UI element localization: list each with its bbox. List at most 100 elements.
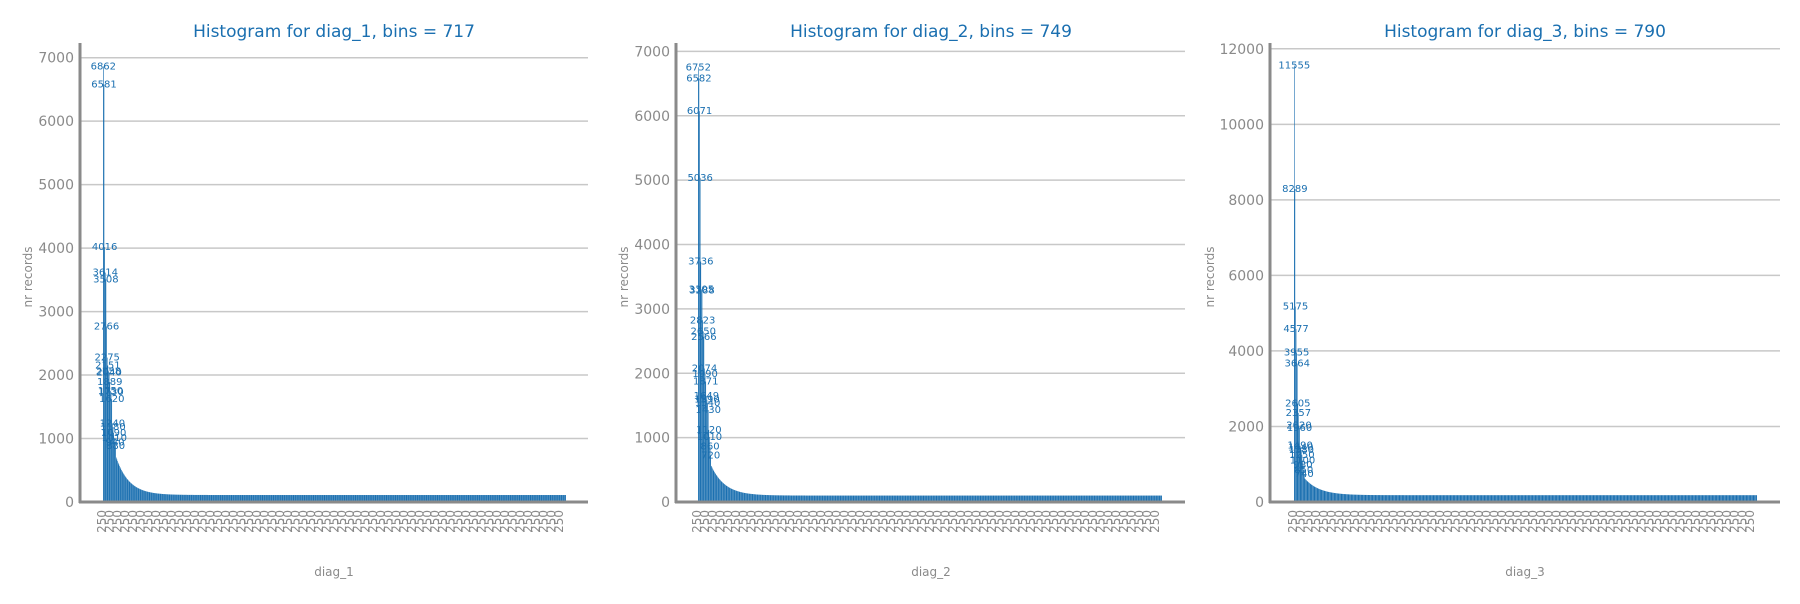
histogram-bar <box>763 494 765 502</box>
histogram-bar <box>1571 495 1572 502</box>
bar-value-label: 1180 <box>100 422 125 433</box>
x-tick-label: 250 <box>1047 510 1061 533</box>
x-axis-label: diag_2 <box>911 565 951 579</box>
histogram-bar <box>912 495 914 502</box>
histogram-bar <box>420 495 421 502</box>
histogram-bar <box>1534 495 1535 502</box>
histogram-bar <box>1690 495 1691 502</box>
histogram-bar <box>335 495 337 502</box>
histogram-bar <box>887 495 889 502</box>
histogram-bar <box>454 495 456 502</box>
histogram-bar <box>986 495 988 502</box>
histogram-bar <box>1649 495 1651 502</box>
x-tick-label: 250 <box>1650 510 1664 533</box>
histogram-bar <box>1470 495 1472 502</box>
histogram-bar <box>1587 495 1589 502</box>
histogram-bar <box>1547 495 1549 502</box>
histogram-bar <box>144 491 146 502</box>
histogram-bar <box>1643 495 1645 502</box>
histogram-bar <box>1657 495 1659 502</box>
histogram-bar <box>803 495 804 502</box>
histogram-bar <box>542 495 544 502</box>
histogram-bar <box>551 495 552 502</box>
histogram-bar <box>1153 495 1154 502</box>
histogram-bar <box>553 495 555 502</box>
histogram-bar <box>476 495 477 502</box>
histogram-bar <box>951 495 953 502</box>
histogram-bar <box>1527 495 1528 502</box>
histogram-bar <box>1674 495 1676 502</box>
histogram-bar <box>1577 495 1578 502</box>
histogram-bar <box>1755 495 1757 502</box>
x-tick-label: 250 <box>1526 510 1540 533</box>
histogram-bar <box>1311 484 1313 502</box>
histogram-bar <box>1499 495 1501 502</box>
histogram-bar <box>1402 495 1404 502</box>
histogram-bar <box>960 495 962 502</box>
histogram-bar <box>1320 489 1322 502</box>
histogram-bar <box>1660 495 1662 502</box>
histogram-bar <box>509 495 511 502</box>
histogram-bar <box>305 495 306 502</box>
histogram-bar <box>1630 495 1632 502</box>
histogram-bar <box>425 495 427 502</box>
histogram-bar <box>1126 495 1128 502</box>
histogram-bar <box>316 495 317 502</box>
histogram-bar <box>913 495 915 502</box>
bar-value-label: 720 <box>701 451 720 462</box>
histogram-bar <box>1460 495 1462 502</box>
histogram-bar <box>1515 495 1517 502</box>
histogram-bar <box>463 495 464 502</box>
histogram-bar <box>974 495 976 502</box>
histogram-bar <box>746 493 747 502</box>
histogram-bar <box>798 495 799 502</box>
histogram-bar <box>1673 495 1675 502</box>
x-tick-label: 250 <box>768 510 782 533</box>
histogram-bar <box>1496 495 1498 502</box>
histogram-bar <box>1404 495 1406 502</box>
histogram-bar <box>1411 495 1413 502</box>
x-tick-label: 250 <box>165 510 179 533</box>
histogram-bar <box>1076 495 1078 502</box>
histogram-bar <box>1715 495 1717 502</box>
histogram-bar <box>1698 495 1699 502</box>
x-tick-label: 250 <box>822 510 836 533</box>
histogram-bar <box>894 495 895 502</box>
histogram-bar <box>826 495 827 502</box>
histogram-bar <box>1111 495 1112 502</box>
histogram-bar <box>1636 495 1638 502</box>
histogram-bar <box>234 495 235 502</box>
histogram-bar <box>153 492 155 502</box>
bar-value-label: 1540 <box>695 398 720 409</box>
histogram-bar <box>937 495 939 502</box>
histogram-bar <box>188 494 189 502</box>
histogram-bar <box>384 495 386 502</box>
histogram-bar <box>535 495 537 502</box>
histogram-bar <box>352 495 353 502</box>
histogram-bar <box>825 495 827 502</box>
histogram-bar <box>700 261 702 502</box>
histogram-bar <box>103 84 105 502</box>
histogram-bar <box>1726 495 1728 502</box>
histogram-bar <box>934 495 936 502</box>
histogram-bar <box>1546 495 1547 502</box>
histogram-bar <box>1634 495 1636 502</box>
histogram-bar <box>393 495 395 502</box>
histogram-bar <box>192 494 193 502</box>
histogram-bar <box>287 495 289 502</box>
histogram-bar <box>360 495 362 502</box>
histogram-bar <box>870 495 871 502</box>
histogram-bar <box>921 495 923 502</box>
histogram-bar <box>219 495 221 502</box>
histogram-bar <box>394 495 396 502</box>
histogram-bar <box>860 495 862 502</box>
histogram-bar <box>262 495 264 502</box>
x-tick-label: 250 <box>358 510 372 533</box>
histogram-bar <box>446 495 448 502</box>
histogram-bar <box>996 495 998 502</box>
histogram-bar <box>339 495 340 502</box>
histogram-bar <box>1741 495 1743 502</box>
x-tick-label: 250 <box>250 510 264 533</box>
histogram-bar <box>699 111 700 502</box>
histogram-bar <box>1063 495 1065 502</box>
